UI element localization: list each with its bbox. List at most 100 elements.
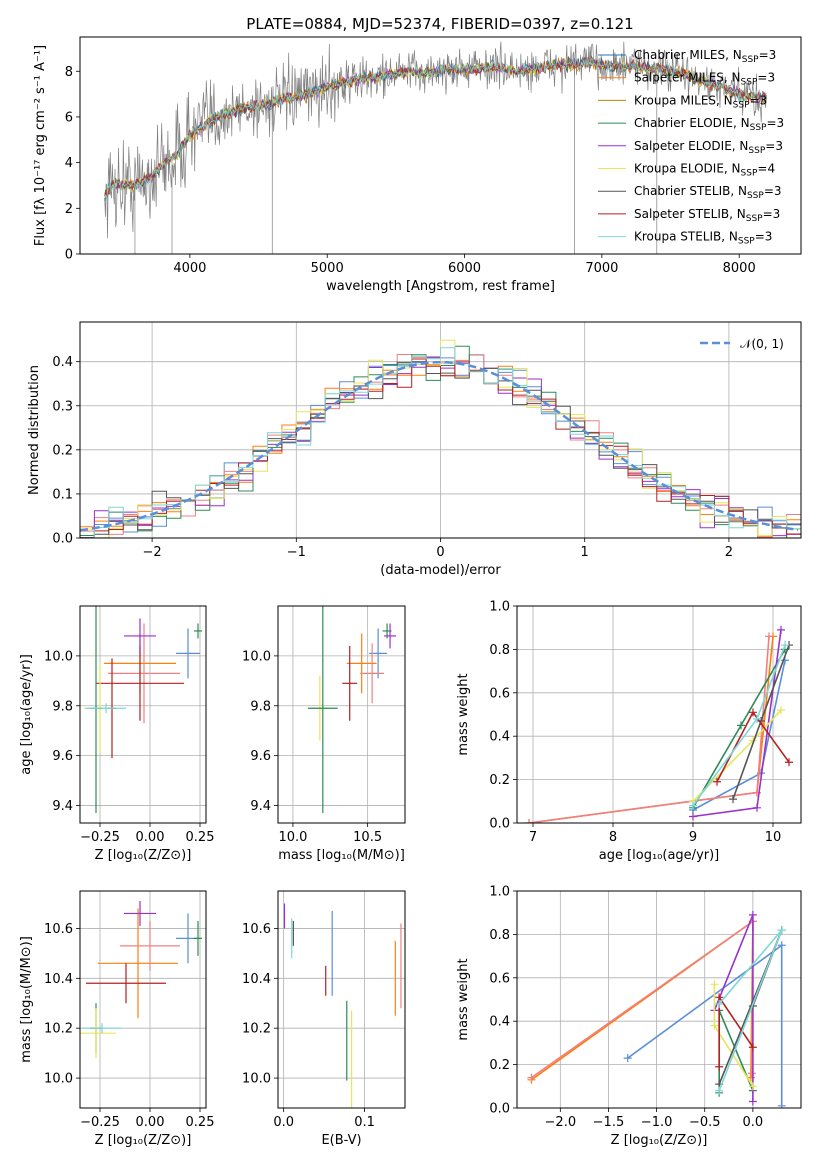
figure-title: PLATE=0884, MJD=52374, FIBERID=0397, z=0… <box>246 15 633 33</box>
weight-marker <box>527 1073 536 1082</box>
x-tick-label: 10.5 <box>353 830 382 845</box>
x-tick-label: −0.25 <box>80 1115 120 1130</box>
y-tick-label: 10.2 <box>242 1022 271 1037</box>
x-tick-label: 7000 <box>585 261 618 276</box>
x-tick-label: 6000 <box>448 261 481 276</box>
weight-marker <box>765 632 773 641</box>
x-tick-label: 0.1 <box>354 1115 375 1130</box>
y-tick-label: 10.4 <box>242 972 271 987</box>
weight-marker <box>777 1101 786 1108</box>
y-tick-label: 0.6 <box>489 686 510 701</box>
x-tick-label: 0 <box>436 545 444 560</box>
axes-frame <box>79 890 207 1109</box>
x-axis-label: Z [log₁₀(Z/Z⊙)] <box>95 1133 192 1148</box>
weight-marker <box>753 714 761 723</box>
x-tick-label: 0.00 <box>136 830 165 845</box>
y-tick-label: 9.8 <box>52 699 73 714</box>
x-tick-label: 0.0 <box>743 1115 764 1130</box>
y-tick-label: 1.0 <box>489 885 510 900</box>
plot-area <box>525 625 793 823</box>
plot-area <box>80 900 202 1059</box>
y-tick-label: 0.2 <box>52 443 73 458</box>
x-axis-label: age [log₁₀(age/yr)] <box>599 848 720 863</box>
plot-area <box>283 903 402 1108</box>
x-tick-label: −2 <box>143 545 162 560</box>
legend-label: Chabrier MILES, NSSP=3 <box>634 48 776 65</box>
plot-area <box>80 339 801 538</box>
y-tick-label: 9.6 <box>52 749 73 764</box>
x-axis-label: E(B-V) <box>321 1133 361 1148</box>
panel-weight-vs-age: 7 8 9 10 0.0 0.2 0.4 0.6 0.8 1.0 age [log₁₀(age/yr… <box>456 600 802 863</box>
x-axis-label: Z [log₁₀(Z/Z⊙)] <box>95 848 192 863</box>
weight-marker <box>753 803 761 812</box>
y-tick-label: 9.4 <box>250 799 271 814</box>
x-tick-label: 5000 <box>311 261 344 276</box>
x-tick-label: −1 <box>287 545 306 560</box>
weight-marker <box>715 1062 724 1071</box>
weight-marker <box>777 625 785 634</box>
y-tick-label: 0.0 <box>52 532 73 547</box>
x-tick-label: 9 <box>689 830 697 845</box>
weight-marker <box>689 812 697 821</box>
y-tick-label: 10.6 <box>44 922 73 937</box>
legend-label: Kroupa ELODIE, NSSP=4 <box>634 162 775 179</box>
weight-marker <box>737 721 745 730</box>
y-tick-label: 2 <box>65 202 73 217</box>
x-tick-label: 8000 <box>723 261 756 276</box>
x-axis-label: wavelength [Angstrom, rest frame] <box>326 279 555 294</box>
weight-marker <box>713 777 721 786</box>
y-tick-label: 0.2 <box>489 773 510 788</box>
y-tick-label: 10.0 <box>44 649 73 664</box>
panel-mass-vs-EBV: 0.0 0.1 10.0 10.2 10.4 10.6 E(B-V) <box>242 890 406 1148</box>
legend-label: Salpeter MILES, NSSP=3 <box>634 71 775 88</box>
weight-marker <box>729 795 737 804</box>
y-tick-label: 0.0 <box>489 1102 510 1117</box>
y-tick-label: 10.0 <box>44 1072 73 1087</box>
axes-frame <box>277 605 406 824</box>
x-tick-label: 10.0 <box>278 830 307 845</box>
y-tick-label: 0.4 <box>489 730 510 745</box>
y-axis-label: mass weight <box>456 958 471 1040</box>
y-tick-label: 0.4 <box>489 1015 510 1030</box>
weight-marker <box>710 980 719 989</box>
y-tick-label: 10.2 <box>44 1022 73 1037</box>
x-axis-label: (data-model)/error <box>380 563 501 578</box>
x-tick-label: 2 <box>725 545 733 560</box>
plot-area <box>307 606 397 814</box>
weight-marker <box>748 1043 757 1052</box>
y-tick-label: 8 <box>65 65 73 80</box>
legend-label: Salpeter ELODIE, NSSP=3 <box>634 139 783 156</box>
x-tick-label: 7 <box>529 830 537 845</box>
y-axis-label: Flux [fλ 10⁻¹⁷ erg cm⁻² s⁻¹ A⁻¹] <box>33 45 48 246</box>
x-tick-label: 8 <box>609 830 617 845</box>
normal-curve <box>80 360 799 532</box>
y-axis-label: mass [log₁₀(M/M⊙)] <box>19 936 34 1063</box>
y-tick-label: 0.0 <box>489 817 510 832</box>
weight-marker <box>747 1069 756 1078</box>
y-tick-label: 0.3 <box>52 399 73 414</box>
weight-line <box>713 914 754 1102</box>
axes-frame <box>516 605 802 824</box>
panel-residuals: −2 −1 0 1 2 0.0 0.1 0.2 0.3 0.4 (data-model)/error… <box>27 321 802 578</box>
weight-marker <box>781 641 789 650</box>
x-tick-label: −0.25 <box>80 830 120 845</box>
weight-marker <box>715 999 724 1008</box>
x-tick-label: 10 <box>765 830 782 845</box>
panel-age-vs-Z: −0.25 0.00 0.25 9.4 9.6 9.8 10.0 Z [log₁₀(Z/Z⊙)… <box>19 605 214 863</box>
x-tick-label: 1 <box>581 545 589 560</box>
y-tick-label: 0.1 <box>52 487 73 502</box>
x-tick-label: 4000 <box>173 261 206 276</box>
axes-frame <box>79 36 802 255</box>
x-tick-label: −1.5 <box>593 1115 625 1130</box>
x-tick-label: 0.00 <box>136 1115 165 1130</box>
weight-marker <box>748 1097 757 1106</box>
x-tick-label: −0.5 <box>689 1115 721 1130</box>
weight-marker <box>623 1054 632 1063</box>
axes-frame <box>79 605 207 824</box>
axes-frame <box>516 890 802 1109</box>
weight-marker <box>777 941 786 950</box>
y-tick-label: 10.6 <box>242 922 271 937</box>
x-tick-label: 0.25 <box>186 1115 215 1130</box>
y-tick-label: 10.0 <box>242 649 271 664</box>
